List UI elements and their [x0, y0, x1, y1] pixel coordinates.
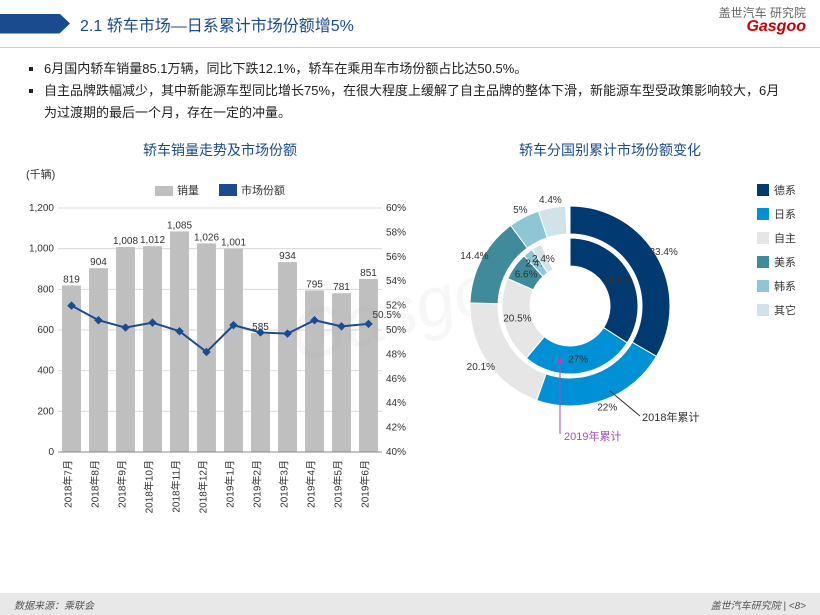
legend-line: 市场份额	[219, 182, 285, 198]
svg-text:54%: 54%	[386, 276, 406, 287]
svg-text:14.4%: 14.4%	[460, 251, 488, 262]
header-arrow-decor	[0, 14, 70, 34]
legend-bar: 销量	[155, 182, 199, 198]
svg-text:781: 781	[333, 282, 350, 293]
page-header: 2.1 轿车市场—日系累计市场份额增5% 盖世汽车 研究院 Gasgoo	[0, 0, 820, 48]
svg-text:2018年11月: 2018年11月	[170, 460, 183, 513]
svg-text:2019年4月: 2019年4月	[305, 460, 318, 508]
svg-text:200: 200	[37, 406, 54, 417]
donut-legend: 德系日系自主美系韩系其它	[740, 182, 796, 326]
svg-text:60%: 60%	[386, 203, 406, 214]
svg-text:56%: 56%	[386, 252, 406, 263]
svg-text:50.5%: 50.5%	[373, 310, 401, 321]
svg-text:5%: 5%	[513, 205, 528, 216]
donut-chart-svg: 33.4% 22% 20.1% 14.4% 5% 4.4% 34.1% 27% 20.5% 6.6…	[430, 166, 730, 476]
svg-text:1,085: 1,085	[167, 220, 192, 231]
svg-text:2018年9月: 2018年9月	[116, 460, 129, 508]
svg-text:1,012: 1,012	[140, 235, 165, 246]
donut-legend-item: 韩系	[740, 278, 796, 294]
donut-legend-item: 日系	[740, 206, 796, 222]
svg-text:1,001: 1,001	[221, 237, 246, 248]
svg-text:2.4%: 2.4%	[532, 254, 555, 265]
svg-text:46%: 46%	[386, 374, 406, 385]
y1-axis-label: (千辆)	[26, 166, 420, 182]
svg-text:2019年5月: 2019年5月	[332, 460, 345, 508]
svg-text:22%: 22%	[597, 402, 617, 413]
svg-text:50%: 50%	[386, 325, 406, 336]
svg-text:2019年6月: 2019年6月	[359, 460, 372, 508]
svg-text:34.1%: 34.1%	[603, 275, 631, 286]
page-footer: 数据来源：乘联会 盖世汽车研究院 | <8>	[0, 593, 820, 615]
svg-text:2019年3月: 2019年3月	[278, 460, 291, 508]
donut-chart-panel: 轿车分国别累计市场份额变化 33.4% 22% 20.1% 14.4% 5% 4.4% 34…	[430, 140, 790, 527]
logo-main: Gasgoo	[719, 20, 806, 34]
svg-text:819: 819	[63, 274, 80, 285]
donut-legend-item: 德系	[740, 182, 796, 198]
svg-text:2018年12月: 2018年12月	[197, 460, 210, 513]
svg-text:58%: 58%	[386, 227, 406, 238]
svg-text:1,200: 1,200	[29, 203, 54, 214]
svg-text:20.1%: 20.1%	[467, 362, 495, 373]
footer-brand: 盖世汽车研究院 | <8>	[711, 597, 806, 611]
svg-text:851: 851	[360, 268, 377, 279]
donut-legend-item: 自主	[740, 230, 796, 246]
svg-text:2019年2月: 2019年2月	[251, 460, 264, 508]
page-title: 2.1 轿车市场—日系累计市场份额增5%	[80, 12, 354, 36]
svg-text:20.5%: 20.5%	[503, 313, 531, 324]
svg-text:1,026: 1,026	[194, 232, 219, 243]
svg-text:400: 400	[37, 366, 54, 377]
svg-text:2018年8月: 2018年8月	[89, 460, 102, 508]
donut-legend-item: 美系	[740, 254, 796, 270]
svg-text:904: 904	[90, 257, 107, 268]
bullet-item: 自主品牌跌幅减少，其中新能源车型同比增长75%，在很大程度上缓解了自主品牌的整体…	[44, 80, 790, 124]
svg-text:2018年累计: 2018年累计	[642, 410, 699, 424]
combo-chart-svg: 0 200 400 600 800 1,000 1,200 40% 42% 44% 46% 48% 50…	[20, 202, 420, 522]
svg-text:44%: 44%	[386, 398, 406, 409]
svg-text:2018年7月: 2018年7月	[62, 460, 75, 508]
svg-text:4.4%: 4.4%	[539, 195, 562, 206]
svg-text:27%: 27%	[568, 354, 588, 365]
donut-legend-item: 其它	[740, 302, 796, 318]
bullet-item: 6月国内轿车销量85.1万辆，同比下跌12.1%，轿车在乘用车市场份额占比达50…	[44, 58, 790, 80]
svg-text:1,008: 1,008	[113, 236, 138, 247]
svg-text:2019年累计: 2019年累计	[564, 429, 621, 443]
svg-text:2019年1月: 2019年1月	[224, 460, 237, 508]
svg-text:42%: 42%	[386, 423, 406, 434]
svg-text:2018年10月: 2018年10月	[143, 460, 156, 513]
svg-text:33.4%: 33.4%	[649, 247, 677, 258]
svg-text:40%: 40%	[386, 447, 406, 458]
brand-logo: 盖世汽车 研究院 Gasgoo	[719, 6, 806, 34]
svg-text:800: 800	[37, 284, 54, 295]
svg-text:934: 934	[279, 251, 296, 262]
combo-chart-title: 轿车销量走势及市场份额	[20, 140, 420, 160]
svg-text:0: 0	[48, 447, 54, 458]
footer-source: 数据来源：乘联会	[14, 597, 94, 611]
donut-chart-title: 轿车分国别累计市场份额变化	[430, 140, 790, 160]
svg-text:48%: 48%	[386, 349, 406, 360]
combo-legend: 销量 市场份额	[20, 182, 420, 198]
svg-text:795: 795	[306, 279, 323, 290]
svg-text:1,000: 1,000	[29, 244, 54, 255]
summary-bullets: 6月国内轿车销量85.1万辆，同比下跌12.1%，轿车在乘用车市场份额占比达50…	[0, 48, 820, 132]
svg-text:6.6%: 6.6%	[515, 270, 538, 281]
svg-text:600: 600	[37, 325, 54, 336]
combo-chart-panel: 轿车销量走势及市场份额 (千辆) 销量 市场份额 0 200 400 600 800 1,…	[20, 140, 420, 527]
